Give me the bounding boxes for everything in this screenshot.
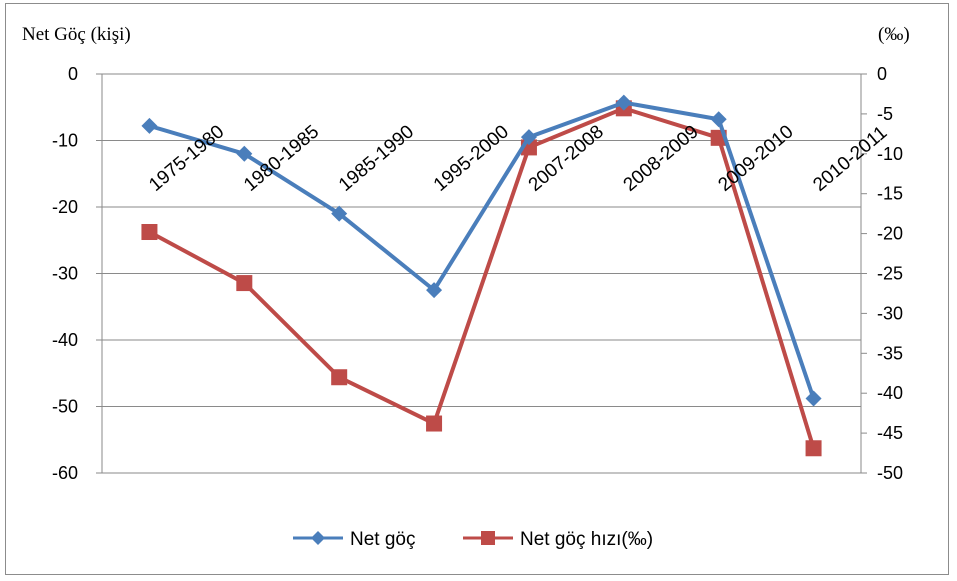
right-tick-label: -35 [877, 343, 903, 363]
category-label: 1975-1980 [145, 121, 228, 196]
net-goc-point [236, 145, 253, 162]
series-line-net-goc [148, 100, 816, 400]
left-tick-label: -40 [52, 330, 78, 350]
left-tick-label: 0 [68, 64, 78, 84]
right-tick-label: -50 [877, 463, 903, 483]
left-tick-label: -60 [52, 463, 78, 483]
left-axis-ticks: 0 -10 -20 -30 -40 -50 -60 [52, 64, 78, 483]
net-goc-point [426, 282, 443, 299]
category-label: 2008-2009 [620, 121, 703, 196]
category-label: 1985-1990 [335, 121, 418, 196]
net-goc-point [520, 129, 537, 146]
net-goc-point [710, 111, 727, 128]
net-goc-hizi-point [141, 224, 158, 241]
chart-frame [5, 3, 949, 575]
right-axis-ticks: 0 -5 -10 -15 -20 -25 -30 -35 -40 -45 -50 [877, 64, 903, 483]
series-group [141, 94, 822, 457]
legend-net-goc-hizi-marker [481, 531, 495, 545]
legend-net-goc-hizi-label: Net göç hızı(‰) [520, 529, 653, 550]
left-tick-label: -50 [52, 397, 78, 417]
left-axis-title: Net Göç (kişi) [22, 24, 131, 45]
net-goc-hizi-point [805, 440, 822, 457]
net-goc-point [141, 117, 158, 134]
series-line-net-goc-hizi [148, 106, 816, 449]
net-goc-hizi-point [426, 415, 443, 432]
left-tick-label: -30 [52, 264, 78, 284]
right-tick-label: -40 [877, 383, 903, 403]
legend-net-goc-label: Net göç [350, 529, 415, 550]
right-axis-title: (‰) [878, 24, 910, 45]
right-tick-label: 0 [877, 64, 887, 84]
right-tick-label: -10 [877, 144, 903, 164]
right-tick-label: -25 [877, 264, 903, 284]
right-tick-label: -5 [877, 104, 893, 124]
right-tick-label: -20 [877, 224, 903, 244]
left-tick-label: -20 [52, 197, 78, 217]
legend: Net göç Net göç hızı(‰) [293, 529, 653, 550]
right-tick-label: -45 [877, 423, 903, 443]
left-tick-label: -10 [52, 131, 78, 151]
net-goc-point [805, 390, 822, 407]
net-goc-hizi-point [236, 275, 253, 292]
net-goc-point [331, 205, 348, 222]
right-tick-label: -15 [877, 184, 903, 204]
net-goc-point [615, 94, 632, 111]
net-goc-hizi-point [331, 369, 348, 386]
legend-net-goc-marker [311, 531, 325, 545]
gridlines [96, 73, 867, 474]
right-tick-label: -30 [877, 303, 903, 323]
